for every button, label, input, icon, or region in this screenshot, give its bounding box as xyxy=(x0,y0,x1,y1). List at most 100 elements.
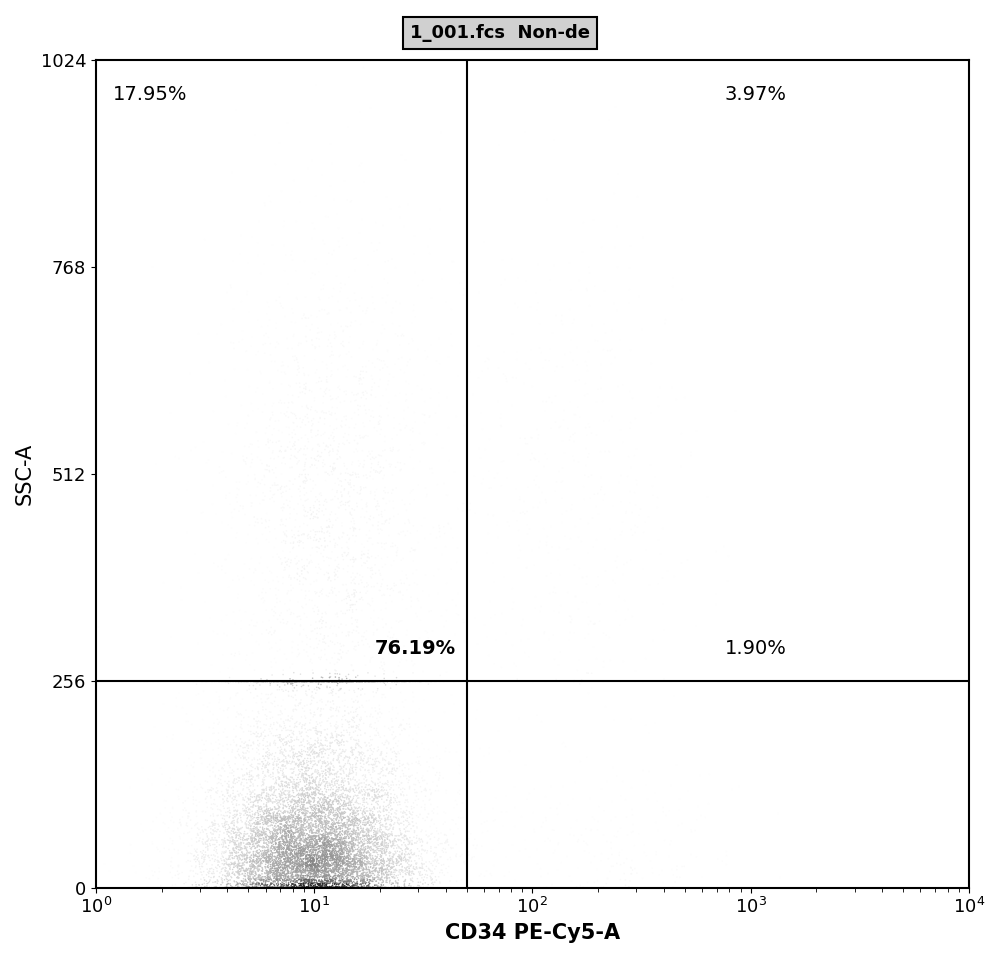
Point xyxy=(341,792,357,808)
Point xyxy=(543,779,559,794)
Point xyxy=(313,561,329,577)
Point xyxy=(335,497,351,513)
Point xyxy=(187,879,203,895)
Point xyxy=(354,880,370,896)
Point xyxy=(289,861,305,877)
Point xyxy=(251,828,267,843)
Point xyxy=(296,828,312,843)
Point xyxy=(346,742,362,758)
Point xyxy=(295,757,311,772)
Point xyxy=(313,737,329,752)
Point xyxy=(275,841,291,856)
Point xyxy=(284,430,300,445)
Point xyxy=(283,865,299,880)
Point xyxy=(374,842,390,857)
Point xyxy=(294,856,310,872)
Point xyxy=(295,852,311,867)
Point xyxy=(292,812,308,828)
Point xyxy=(231,831,247,846)
Point xyxy=(289,822,305,837)
Point xyxy=(294,718,310,734)
Point xyxy=(431,561,447,577)
Point xyxy=(580,515,596,531)
Point xyxy=(252,756,268,771)
Point xyxy=(439,390,455,405)
Point xyxy=(381,765,397,781)
Point xyxy=(374,782,390,797)
Point xyxy=(296,673,312,689)
Point xyxy=(316,837,332,853)
Point xyxy=(396,365,412,380)
Point xyxy=(307,869,323,884)
Point xyxy=(298,855,314,871)
Point xyxy=(378,811,394,827)
Point xyxy=(378,837,394,853)
Point xyxy=(355,385,371,400)
Point xyxy=(335,844,351,859)
Point xyxy=(553,474,569,490)
Point xyxy=(322,388,338,403)
Point xyxy=(267,863,283,878)
Point xyxy=(361,864,377,879)
Point xyxy=(374,641,390,656)
Point xyxy=(419,870,435,885)
Point xyxy=(331,810,347,826)
Point xyxy=(273,855,289,870)
Point xyxy=(304,832,320,847)
Point xyxy=(384,431,400,446)
Point xyxy=(249,852,265,867)
Point xyxy=(278,787,294,803)
Point xyxy=(386,855,402,871)
Point xyxy=(287,779,303,794)
Point xyxy=(273,810,289,825)
Point xyxy=(293,867,309,882)
Point xyxy=(255,337,271,353)
Point xyxy=(327,568,343,583)
Point xyxy=(313,843,329,858)
Point xyxy=(403,871,419,886)
Point xyxy=(349,862,365,878)
Point xyxy=(154,766,170,782)
Point xyxy=(292,194,308,210)
Point xyxy=(342,827,358,842)
Point xyxy=(485,801,501,816)
Point xyxy=(361,512,377,527)
Point xyxy=(234,848,250,863)
Point xyxy=(381,720,397,736)
Point xyxy=(346,859,362,875)
Point xyxy=(538,812,554,828)
Point xyxy=(230,673,246,689)
Point xyxy=(294,801,310,816)
Point xyxy=(577,468,593,483)
Point xyxy=(305,673,321,689)
Point xyxy=(371,860,387,876)
Point xyxy=(355,825,371,840)
Point xyxy=(323,849,339,864)
Point xyxy=(380,838,396,854)
Point xyxy=(242,835,258,851)
Point xyxy=(305,818,321,833)
Point xyxy=(413,800,429,815)
Point xyxy=(255,831,271,846)
Point xyxy=(312,803,328,818)
Point xyxy=(295,818,311,833)
Point xyxy=(593,370,609,385)
Point xyxy=(409,808,425,823)
Point xyxy=(324,819,340,834)
Point xyxy=(674,292,690,308)
Point xyxy=(397,849,413,864)
Point xyxy=(362,831,378,846)
Point xyxy=(318,784,334,799)
Point xyxy=(423,870,439,885)
Point xyxy=(404,767,420,783)
Point xyxy=(278,829,294,844)
Point xyxy=(270,859,286,875)
Point xyxy=(249,876,265,891)
Point xyxy=(676,673,692,689)
Point xyxy=(365,804,381,819)
Point xyxy=(364,841,380,856)
Point xyxy=(307,814,323,830)
Point xyxy=(322,804,338,819)
Point xyxy=(273,813,289,829)
Point xyxy=(314,880,330,896)
